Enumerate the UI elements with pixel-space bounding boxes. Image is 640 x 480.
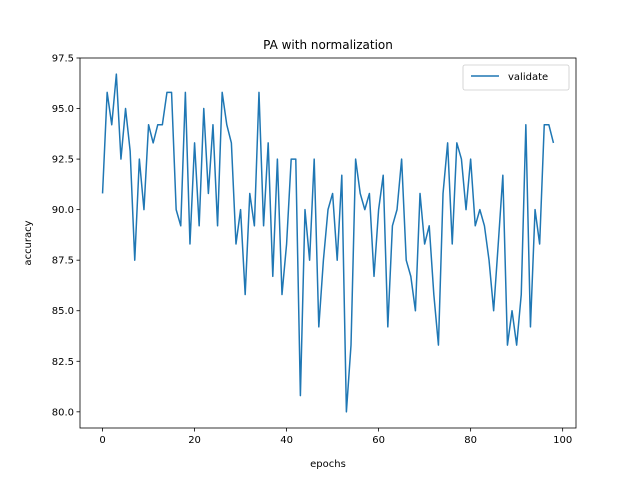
legend: validate (462, 64, 570, 91)
y-tick-label: 80.0 (52, 407, 74, 418)
data-points (102, 74, 554, 412)
x-tick-label: 0 (99, 435, 105, 446)
x-tick-label: 60 (372, 435, 385, 446)
chart-title: PA with normalization (263, 38, 393, 52)
y-tick-label: 90.0 (52, 205, 74, 216)
legend-label: validate (508, 72, 548, 83)
y-tick-label: 92.5 (52, 155, 74, 166)
y-tick-label: 82.5 (52, 357, 74, 368)
ticks-layer: 0 20 40 60 80 100 80.0 82.5 85.0 87.5 90.0 92.5 95.0… (52, 54, 572, 447)
plot-frame (79, 57, 577, 429)
y-tick-label: 97.5 (52, 54, 74, 65)
series-line (101, 73, 555, 413)
y-tick-label: 85.0 (52, 306, 74, 317)
x-tick-label: 40 (280, 435, 293, 446)
series-layer (101, 73, 555, 413)
x-tick-label: 100 (553, 435, 572, 446)
x-tick-label: 20 (188, 435, 201, 446)
x-tick-label: 80 (464, 435, 477, 446)
y-tick-label: 87.5 (52, 256, 74, 267)
legend-box (462, 64, 570, 91)
y-axis-label: accuracy (23, 220, 34, 265)
x-axis-label: epochs (310, 459, 346, 470)
y-tick-label: 95.0 (52, 104, 74, 115)
